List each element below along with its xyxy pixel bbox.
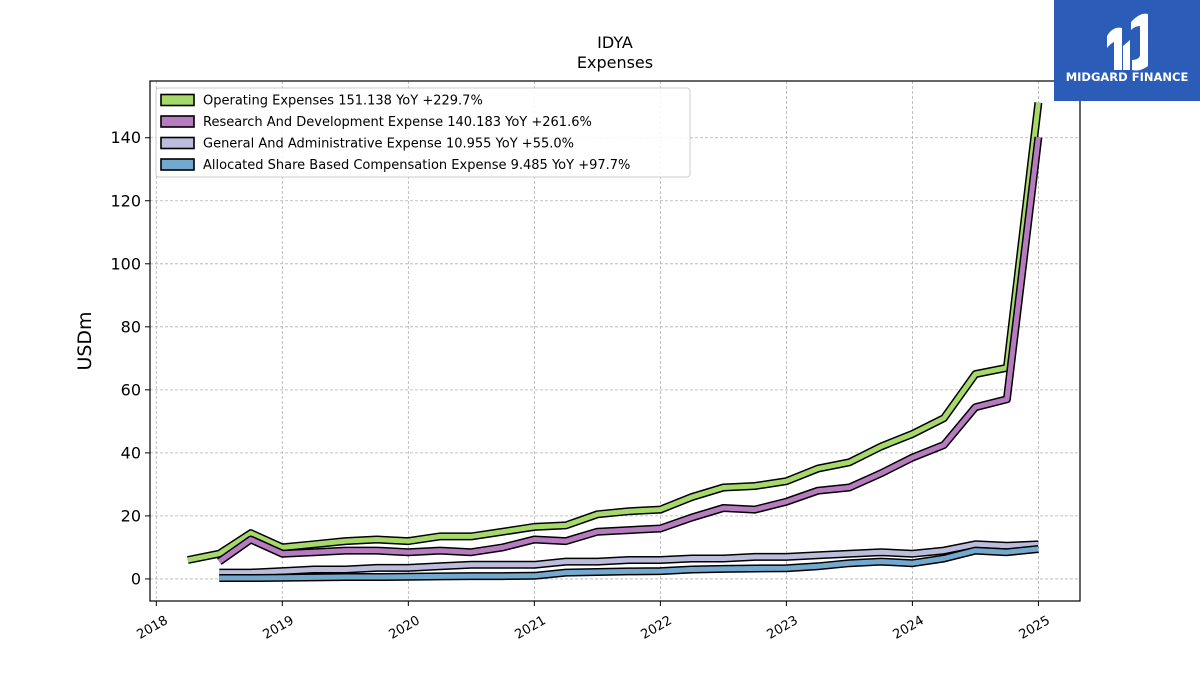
legend: Operating Expenses 151.138 YoY +229.7% Re… bbox=[155, 87, 691, 178]
y-tick-label: 20 bbox=[121, 506, 141, 525]
legend-label: Research And Development Expense 140.183… bbox=[203, 115, 592, 130]
legend-swatch bbox=[160, 115, 195, 128]
logo-mark-icon bbox=[1107, 13, 1148, 71]
y-tick-label: 40 bbox=[121, 443, 141, 462]
legend-label: Allocated Share Based Compensation Expen… bbox=[203, 158, 630, 173]
y-tick-label: 140 bbox=[110, 128, 141, 147]
y-axis-label: USDm bbox=[74, 311, 96, 370]
series-4-line bbox=[219, 545, 1039, 582]
logo-text: MIDGARD FINANCE bbox=[1066, 70, 1189, 84]
brand-logo: MIDGARD FINANCE bbox=[1054, 0, 1200, 101]
series-lines bbox=[187, 102, 1043, 582]
y-tick-label: 0 bbox=[131, 569, 141, 588]
y-tick-label: 100 bbox=[110, 254, 141, 273]
series-2-line bbox=[217, 136, 1043, 565]
legend-swatch bbox=[160, 93, 195, 107]
legend-label: Operating Expenses 151.138 YoY +229.7% bbox=[203, 94, 483, 109]
legend-label: General And Administrative Expense 10.95… bbox=[203, 137, 574, 152]
legend-swatch bbox=[160, 136, 195, 150]
chart-title: IDYA bbox=[597, 33, 633, 52]
y-tick-label: 80 bbox=[121, 317, 141, 336]
y-tick-label: 60 bbox=[121, 380, 141, 399]
series-1-line bbox=[187, 102, 1043, 564]
legend-box bbox=[155, 87, 691, 178]
chart-subtitle: Expenses bbox=[577, 53, 653, 72]
y-tick-label: 120 bbox=[110, 191, 141, 210]
series-3-line bbox=[219, 540, 1039, 577]
legend-swatch bbox=[160, 158, 195, 171]
plot-frame bbox=[149, 80, 1081, 602]
